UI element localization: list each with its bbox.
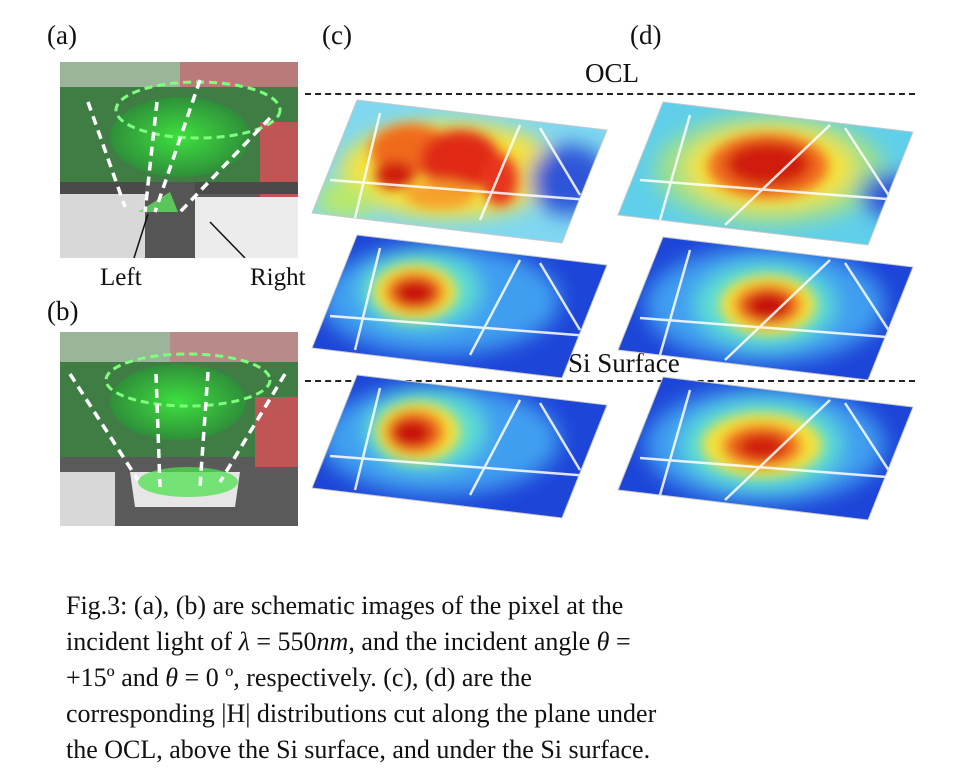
figure-caption: Fig.3: (a), (b) are schematic images of … — [66, 588, 946, 768]
panel-label-a: (a) — [47, 20, 77, 50]
caption-text: = 0 º, respectively. (c), (d) are the — [178, 663, 532, 692]
caption-line-2: incident light of λ = 550nm, and the inc… — [66, 624, 946, 660]
label-right: Right — [250, 264, 306, 291]
map-c-under-si — [311, 374, 608, 519]
caption-text: incident light of — [66, 627, 239, 656]
panel-label-b: (b) — [47, 296, 79, 326]
si-surface-plane-line — [305, 380, 915, 382]
schematic-panel-b — [60, 332, 298, 526]
panel-label-c: (c) — [322, 20, 352, 50]
theta-symbol: θ — [165, 663, 179, 692]
map-d-under-si — [617, 376, 914, 521]
caption-text: +15º and — [66, 663, 166, 692]
caption-line-4: corresponding |H| distributions cut alon… — [66, 699, 657, 728]
wavelength-unit: nm — [316, 627, 349, 656]
theta-symbol: θ — [596, 627, 610, 656]
map-d-ocl — [617, 101, 914, 246]
label-left: Left — [100, 264, 142, 291]
lambda-symbol: λ — [238, 627, 250, 656]
caption-line-3: +15º and θ = 0 º, respectively. (c), (d)… — [66, 660, 946, 696]
caption-line-1: Fig.3: (a), (b) are schematic images of … — [66, 591, 624, 620]
schematic-a-graphic — [60, 62, 298, 258]
schematic-b-graphic — [60, 332, 298, 526]
schematic-panel-a — [60, 62, 298, 258]
caption-line-5: the OCL, above the Si surface, and under… — [66, 735, 651, 764]
caption-text: , and the incident angle — [348, 627, 597, 656]
caption-text: = 550 — [249, 627, 317, 656]
map-c-ocl — [311, 99, 608, 244]
caption-text: = — [609, 627, 631, 656]
ocl-plane-line — [305, 93, 915, 95]
panel-label-d: (d) — [630, 20, 662, 50]
label-si-surface: Si Surface — [568, 348, 680, 378]
label-ocl: OCL — [585, 58, 639, 88]
